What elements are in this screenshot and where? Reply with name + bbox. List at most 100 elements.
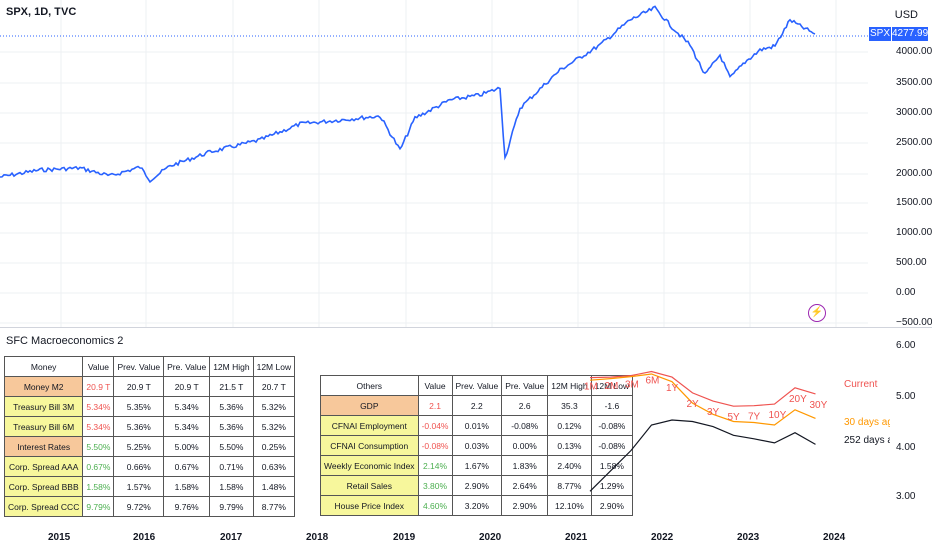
table-cell: 20.9 T [163, 376, 211, 397]
table-cell: 1.58% [209, 476, 254, 497]
symbol-price-badge: SPX [869, 27, 891, 41]
price-tick: 1500.00 [896, 197, 932, 208]
table-row: House Price Index 4.60% 3.20% 2.90% 12.10% 2.… [320, 495, 634, 516]
currency-label[interactable]: USD [894, 9, 918, 21]
maturity-label: 7Y [748, 412, 761, 423]
maturity-label: 1Y [666, 383, 679, 394]
table-cell: 4.60% [417, 495, 453, 516]
table-cell: 0.25% [252, 436, 296, 457]
money-table: Money Value Prev. Value Pre. Value 12M High 1… [3, 356, 296, 517]
table-row: CFNAI Employment -0.04% 0.01% -0.08% 0.12% -0… [320, 415, 634, 436]
last-price-badge: 4277.99 [892, 27, 929, 41]
table-cell: 2.6 [501, 395, 549, 416]
yield-series-line [589, 419, 816, 492]
table-cell: 2.90% [501, 495, 549, 516]
table-cell: 20.9 T [113, 376, 165, 397]
price-tick: 3000.00 [896, 107, 932, 118]
time-tick: 2019 [393, 532, 416, 543]
table-cell: 0.01% [451, 415, 503, 436]
table-cell: 5.32% [252, 416, 296, 437]
table-cell: 2.40% [547, 455, 592, 476]
table-cell: 3.80% [417, 475, 453, 496]
pane-separator[interactable] [0, 327, 932, 328]
table-header: Pre. Value [163, 356, 211, 377]
indicator-tick: 3.00 [896, 491, 916, 502]
price-tick: 4000.00 [896, 46, 932, 57]
table-cell: 5.36% [209, 396, 254, 417]
maturity-label: 30Y [810, 400, 828, 411]
price-chart[interactable] [0, 0, 932, 327]
table-cell: 5.34% [82, 396, 115, 417]
row-label: Treasury Bill 6M [3, 416, 84, 437]
table-row: Retail Sales 3.80% 2.90% 2.64% 8.77% 1.29% [320, 475, 634, 496]
table-cell: 2.64% [501, 475, 549, 496]
table-header: Pre. Value [501, 375, 549, 396]
table-row: Treasury Bill 6M 5.34% 5.36% 5.34% 5.36% 5.32… [3, 416, 296, 437]
time-tick: 2016 [133, 532, 156, 543]
table-row: Money M2 20.9 T 20.9 T 20.9 T 21.5 T 20.7 T [3, 376, 296, 397]
table-cell: 5.50% [209, 436, 254, 457]
table-header: 12M Low [252, 356, 296, 377]
table-cell: 1.58% [82, 476, 115, 497]
price-tick: 1000.00 [896, 227, 932, 238]
table-cell: 5.36% [209, 416, 254, 437]
table-cell: 5.34% [163, 416, 211, 437]
table-row: CFNAI Consumption -0.08% 0.03% 0.00% 0.13% -0… [320, 435, 634, 456]
table-cell: 9.79% [82, 496, 115, 517]
table-row: Weekly Economic Index 2.14% 1.67% 1.83% 2.40… [320, 455, 634, 476]
table-cell: 20.7 T [252, 376, 296, 397]
table-cell: 0.67% [163, 456, 211, 477]
row-label: Corp. Spread CCC [3, 496, 84, 517]
yield-series-line [589, 370, 816, 407]
maturity-label: 2M [605, 381, 619, 392]
table-cell: 20.9 T [82, 376, 115, 397]
table-cell: 2.90% [590, 495, 634, 516]
table-cell: -0.04% [417, 415, 453, 436]
table-cell: -0.08% [417, 435, 453, 456]
table-header: Prev. Value [113, 356, 165, 377]
row-label: House Price Index [320, 495, 419, 516]
maturity-label: 6M [646, 376, 660, 387]
lightning-icon[interactable]: ⚡ [808, 304, 826, 322]
price-tick: 3500.00 [896, 77, 932, 88]
table-cell: 5.32% [252, 396, 296, 417]
maturity-label: 1M [584, 382, 598, 393]
table-cell: 5.35% [113, 396, 165, 417]
table-cell: -0.08% [501, 415, 549, 436]
table-cell: 8.77% [252, 496, 296, 517]
table-cell: 0.67% [82, 456, 115, 477]
time-tick: 2017 [220, 532, 243, 543]
time-tick: 2015 [48, 532, 71, 543]
table-cell: 1.83% [501, 455, 549, 476]
row-label: CFNAI Consumption [320, 435, 419, 456]
series-label: 252 days ago [844, 435, 890, 446]
row-label: Interest Rates [3, 436, 84, 457]
table-cell: 1.58% [163, 476, 211, 497]
time-tick: 2022 [651, 532, 674, 543]
time-tick: 2020 [479, 532, 502, 543]
indicator-title[interactable]: SFC Macroeconomics 2 [6, 335, 124, 347]
row-label: Corp. Spread AAA [3, 456, 84, 477]
row-label: CFNAI Employment [320, 415, 419, 436]
table-cell: 1.58% [590, 455, 634, 476]
time-tick: 2023 [737, 532, 760, 543]
maturity-label: 10Y [769, 410, 787, 421]
table-cell: 3.20% [451, 495, 503, 516]
others-table: Others Value Prev. Value Pre. Value 12M High… [320, 375, 634, 516]
row-label: Treasury Bill 3M [3, 396, 84, 417]
row-label: Retail Sales [320, 475, 419, 496]
table-cell: 5.50% [82, 436, 115, 457]
time-tick: 2018 [306, 532, 329, 543]
table-row: Corp. Spread CCC 9.79% 9.72% 9.76% 9.79% 8.77… [3, 496, 296, 517]
row-label: Money M2 [3, 376, 84, 397]
series-label: Current [844, 379, 878, 390]
table-cell: -1.6 [590, 395, 634, 416]
table-row: Interest Rates 5.50% 5.25% 5.00% 5.50% 0.25% [3, 436, 296, 457]
row-label: GDP [320, 395, 419, 416]
symbol-title[interactable]: SPX, 1D, TVC [6, 6, 77, 18]
table-cell: 0.00% [501, 435, 549, 456]
table-cell: 0.66% [113, 456, 165, 477]
price-tick: 500.00 [896, 257, 927, 268]
table-cell: 0.71% [209, 456, 254, 477]
table-cell: 9.76% [163, 496, 211, 517]
